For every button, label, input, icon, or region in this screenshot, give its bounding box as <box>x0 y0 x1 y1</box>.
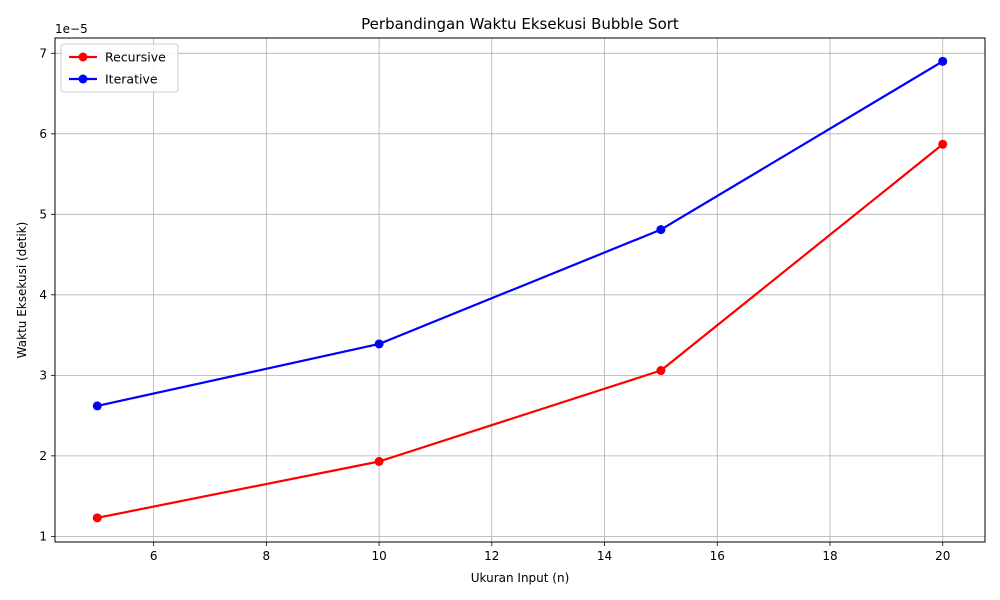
series-recursive <box>92 139 948 523</box>
legend-entry-recursive: Recursive <box>69 50 166 65</box>
y-tick-label: 2 <box>39 449 47 463</box>
y-tick-label: 6 <box>39 127 47 141</box>
x-tick-label: 16 <box>710 549 725 563</box>
y-axis-offset-label: 1e−5 <box>55 22 88 36</box>
x-axis-label: Ukuran Input (n) <box>471 571 570 585</box>
data-point <box>92 513 102 523</box>
y-tick-label: 3 <box>39 368 47 382</box>
x-tick-label: 10 <box>371 549 386 563</box>
legend-entries: Recursive Iterative <box>69 50 166 87</box>
chart-title: Perbandingan Waktu Eksekusi Bubble Sort <box>361 15 679 33</box>
data-point <box>374 456 384 466</box>
x-tick-label: 18 <box>822 549 837 563</box>
x-axis: 6 8 10 12 14 16 18 20 <box>150 542 950 563</box>
legend-marker <box>78 74 88 84</box>
x-tick-label: 8 <box>263 549 271 563</box>
x-tick-label: 14 <box>597 549 612 563</box>
x-tick-label: 6 <box>150 549 158 563</box>
legend-entry-iterative: Iterative <box>69 72 158 87</box>
y-axis: 1 2 3 4 5 6 7 <box>39 46 55 543</box>
y-tick-label: 4 <box>39 288 47 302</box>
data-point <box>938 139 948 149</box>
series-line <box>97 143 944 519</box>
data-point <box>938 56 948 66</box>
data-point <box>374 339 384 349</box>
plot-area <box>54 37 986 543</box>
x-tick-label: 12 <box>484 549 499 563</box>
data-point <box>656 225 666 235</box>
legend-marker <box>78 52 88 62</box>
y-tick-label: 5 <box>39 207 47 221</box>
legend: Recursive Iterative <box>60 43 179 93</box>
legend-label: Recursive <box>105 50 166 65</box>
y-tick-label: 7 <box>39 46 47 60</box>
x-tick-label: 20 <box>935 549 950 563</box>
legend-label: Iterative <box>105 72 158 87</box>
series-line <box>97 60 944 408</box>
y-tick-label: 1 <box>39 529 47 543</box>
data-point <box>92 401 102 411</box>
y-axis-label: Waktu Eksekusi (detik) <box>15 222 29 359</box>
grid <box>55 38 985 542</box>
series-layer <box>92 56 948 523</box>
data-point <box>656 366 666 376</box>
series-iterative <box>92 56 948 411</box>
